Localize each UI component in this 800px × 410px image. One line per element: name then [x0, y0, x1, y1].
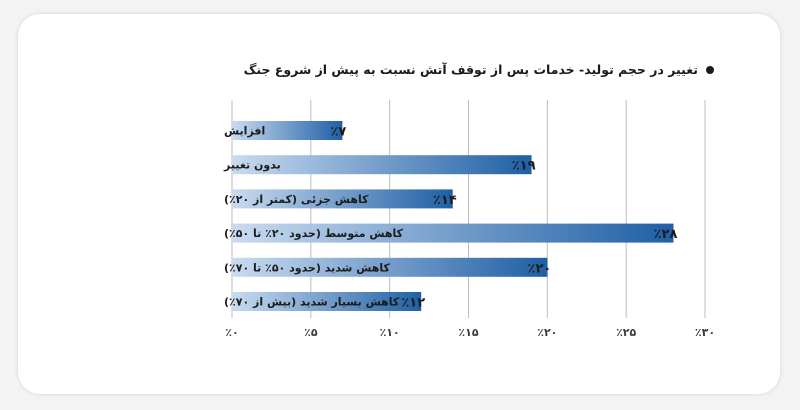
x-tick-label: ٪۰	[225, 326, 238, 339]
category-label: کاهش شدید (حدود ۵۰٪ تا ۷۰٪)	[224, 261, 391, 274]
x-tick-label: ٪۵	[304, 326, 318, 339]
value-label: ٪۲۸	[654, 227, 678, 242]
bar	[232, 189, 453, 209]
value-label: ٪۱۹	[512, 159, 536, 174]
category-label: کاهش جزئی (کمتر از ۲۰٪)	[224, 193, 369, 206]
x-tick-label: ٪۱۰	[380, 326, 400, 339]
bar	[232, 155, 532, 175]
category-label: کاهش متوسط (حدود ۲۰٪ تا ۵۰٪)	[224, 227, 404, 240]
category-label: بدون تغییر	[223, 159, 281, 172]
chart-title-row: تغییر در حجم تولید- خدمات پس از توقف آتش…	[244, 62, 714, 77]
category-label: افزایش	[224, 125, 265, 138]
bar	[232, 292, 422, 311]
category-label: کاهش بسیار شدید (بیش از ۷۰٪)	[224, 296, 400, 309]
bar	[232, 257, 548, 277]
bar	[232, 121, 343, 140]
x-tick-label: ٪۳۰	[695, 326, 715, 339]
chart-title: تغییر در حجم تولید- خدمات پس از توقف آتش…	[243, 62, 698, 77]
title-bullet-icon	[706, 65, 714, 74]
value-label: ٪۱۴	[433, 193, 457, 208]
bar	[232, 223, 674, 243]
x-tick-label: ٪۲۰	[537, 326, 557, 339]
value-label: ٪۷	[330, 125, 346, 140]
value-label: ٪۱۲	[401, 296, 425, 311]
value-label: ٪۲۰	[528, 261, 552, 276]
x-tick-label: ٪۱۵	[458, 326, 478, 339]
x-tick-label: ٪۲۵	[616, 326, 636, 339]
